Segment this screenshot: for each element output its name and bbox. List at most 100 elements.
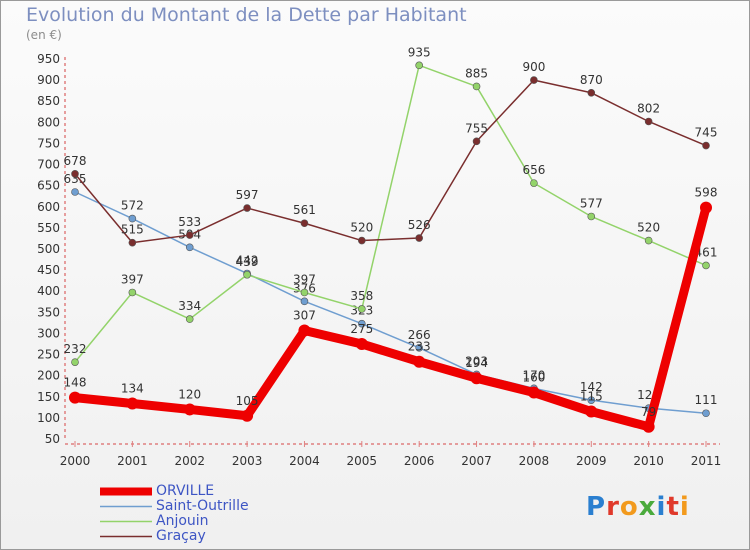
data-point (358, 319, 366, 328)
x-tick-label: 2005 (347, 454, 378, 468)
data-point (642, 420, 655, 433)
data-point (415, 343, 423, 352)
logo-letter: o (619, 492, 639, 522)
y-tick-label: 350 (37, 305, 60, 319)
y-tick-label: 450 (37, 263, 60, 277)
data-point (298, 324, 311, 337)
x-tick-label: 2009 (576, 454, 607, 468)
legend-label-anjouin: Anjouin (156, 513, 209, 529)
y-tick-label: 900 (37, 73, 60, 87)
data-label: 307 (293, 308, 316, 322)
y-tick-label: 700 (37, 158, 60, 172)
data-point (702, 261, 710, 270)
data-point (358, 305, 366, 313)
data-point (415, 234, 423, 242)
data-label: 520 (350, 221, 373, 235)
x-tick-label: 2008 (519, 454, 550, 468)
chart-subtitle: (en €) (26, 28, 62, 42)
y-tick-label: 250 (37, 348, 60, 362)
series-line (70, 203, 711, 432)
data-label: 802 (637, 101, 660, 115)
x-tick-label: 2007 (461, 454, 492, 468)
series-orville: 148 134 120 105 307 275 233 194 160 115 79 598 (64, 186, 717, 433)
data-label: 203 (465, 354, 488, 368)
x-tick-label: 2000 (60, 454, 91, 468)
legend-label-orville: ORVILLE (156, 483, 215, 499)
data-point (300, 288, 309, 297)
proxiti-logo: Proxiti (586, 492, 690, 522)
y-tick-label: 850 (37, 94, 60, 108)
logo-letter: i (656, 492, 667, 522)
data-label: 572 (121, 199, 144, 213)
data-point (415, 61, 423, 70)
data-point (413, 355, 426, 368)
data-point (185, 231, 194, 239)
data-label: 105 (236, 394, 259, 408)
data-label: 597 (236, 188, 259, 202)
data-label: 233 (408, 340, 431, 354)
data-point (702, 409, 710, 418)
data-point (470, 372, 483, 385)
data-point (241, 409, 254, 422)
series-line (74, 191, 707, 414)
data-label: 442 (236, 253, 259, 267)
y-tick-label: 200 (37, 369, 60, 383)
series-anjouin: 232 397 334 439 397 358 935 885 656 577 520 461 (64, 45, 718, 366)
data-label: 935 (408, 45, 431, 59)
x-tick-label: 2011 (691, 454, 722, 468)
data-label: 232 (64, 342, 87, 356)
data-label: 461 (695, 245, 718, 259)
data-point (243, 204, 251, 212)
data-point (300, 297, 309, 306)
data-label: 439 (236, 255, 259, 269)
data-point (128, 214, 137, 223)
series-line (74, 79, 707, 244)
data-label: 656 (522, 163, 545, 177)
y-tick-label: 100 (37, 411, 60, 425)
data-label: 635 (64, 172, 87, 186)
data-label: 397 (121, 272, 144, 286)
data-label: 900 (522, 60, 545, 74)
legend-label-saint-outrille: Saint-Outrille (156, 498, 249, 514)
legend-swatch-gracay (100, 535, 152, 538)
y-tick-label: 550 (37, 221, 60, 235)
data-point (472, 82, 481, 91)
data-point (530, 179, 538, 187)
legend-item-anjouin: Anjouin (100, 514, 249, 529)
data-label: 160 (522, 371, 545, 385)
data-point (530, 76, 538, 84)
data-label: 397 (293, 272, 316, 286)
data-label: 266 (408, 328, 431, 342)
data-point (69, 391, 81, 404)
data-point (587, 212, 596, 221)
logo-letter: r (606, 492, 620, 522)
y-tick-label: 800 (37, 115, 60, 129)
data-label: 148 (64, 376, 87, 390)
y-tick-label: 650 (37, 179, 60, 193)
y-tick-label: 750 (37, 136, 60, 150)
data-point (587, 88, 596, 97)
y-tick-label: 400 (37, 284, 60, 298)
logo-letter: P (586, 492, 607, 522)
data-point (128, 238, 137, 247)
data-point (185, 315, 194, 323)
logo-letter: i (679, 492, 690, 522)
data-label: 275 (350, 322, 373, 336)
data-label: 745 (695, 126, 718, 140)
data-label: 334 (178, 299, 201, 313)
data-point (644, 236, 653, 245)
data-label: 755 (465, 121, 488, 135)
data-point (700, 201, 712, 214)
data-label: 358 (350, 289, 373, 303)
data-label: 577 (580, 196, 603, 210)
data-label: 111 (695, 393, 718, 407)
legend-item-orville: ORVILLE (100, 484, 249, 499)
data-label: 526 (408, 218, 431, 232)
data-point (702, 141, 710, 150)
data-point (243, 270, 251, 279)
chart-title: Evolution du Montant de la Dette par Hab… (26, 4, 467, 26)
legend-item-saint-outrille: Saint-Outrille (100, 499, 249, 514)
y-tick-label: 50 (45, 432, 60, 446)
